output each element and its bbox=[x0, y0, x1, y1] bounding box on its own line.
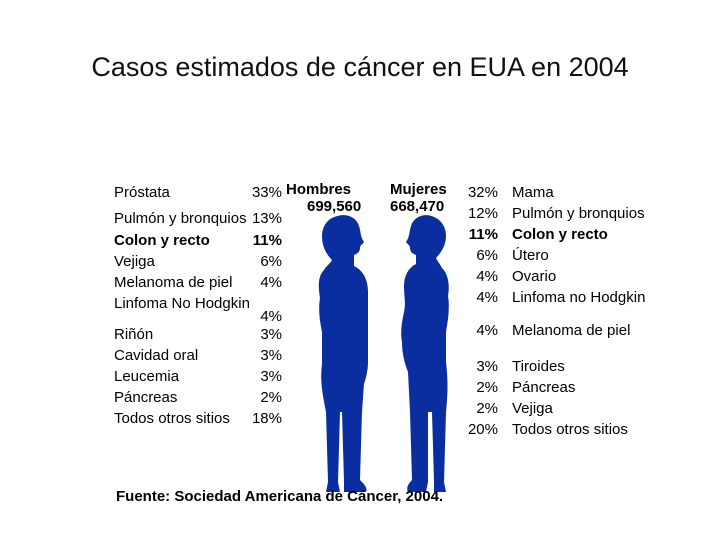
women-row-value: 2% bbox=[476, 400, 498, 417]
women-row-label: Vejiga bbox=[512, 400, 553, 417]
women-row-label: Melanoma de piel bbox=[512, 322, 631, 339]
men-row-label: Vejiga bbox=[114, 253, 155, 270]
women-row-label: Páncreas bbox=[512, 379, 576, 396]
women-row-value: 2% bbox=[476, 379, 498, 396]
men-row-value: 6% bbox=[260, 253, 282, 270]
men-row-value: 4% bbox=[260, 308, 282, 325]
men-row-label: Páncreas bbox=[114, 389, 178, 406]
male-silhouette bbox=[318, 215, 368, 493]
women-row-value: 11% bbox=[468, 226, 498, 243]
men-row-label: Cavidad oral bbox=[114, 347, 199, 364]
women-header-label: Mujeres bbox=[390, 181, 447, 198]
men-total: 699,560 bbox=[307, 198, 362, 215]
men-row-label: Pulmón y bronquios bbox=[114, 210, 247, 227]
men-row-value: 4% bbox=[260, 274, 282, 291]
men-row-label: Melanoma de piel bbox=[114, 274, 233, 291]
women-row-value: 20% bbox=[467, 421, 498, 438]
women-row-label: Pulmón y bronquios bbox=[512, 205, 645, 222]
women-total: 668,470 bbox=[390, 198, 445, 215]
men-header: Hombres 699,560 bbox=[282, 181, 382, 215]
women-header: Mujeres 668,470 bbox=[386, 181, 476, 215]
men-row-value: 3% bbox=[260, 347, 282, 364]
women-row-label: Útero bbox=[512, 247, 549, 264]
men-row-value: 11% bbox=[252, 232, 282, 249]
women-row-label: Tiroides bbox=[512, 358, 565, 375]
female-silhouette bbox=[401, 215, 449, 493]
chart-title: Casos estimados de cáncer en EUA en 2004 bbox=[91, 52, 629, 82]
men-row-value: 33% bbox=[251, 184, 282, 201]
source-note: Fuente: Sociedad Americana de Cáncer, 20… bbox=[116, 488, 444, 505]
women-row-value: 4% bbox=[476, 289, 498, 306]
men-row-label: Linfoma No Hodgkin bbox=[114, 295, 250, 312]
men-row-label: Riñón bbox=[114, 326, 154, 343]
men-row-label: Leucemia bbox=[114, 368, 180, 385]
women-row-label: Colon y recto bbox=[512, 226, 608, 243]
men-row-value: 18% bbox=[251, 410, 282, 427]
male-figure-icon bbox=[318, 215, 368, 493]
women-row-label: Linfoma no Hodgkin bbox=[512, 289, 646, 306]
women-row-value: 4% bbox=[476, 268, 498, 285]
men-row-label: Próstata bbox=[114, 184, 170, 201]
women-row-label: Todos otros sitios bbox=[512, 421, 628, 438]
men-row-value: 3% bbox=[260, 368, 282, 385]
men-row-label: Colon y recto bbox=[114, 232, 210, 249]
female-figure-icon bbox=[401, 215, 449, 493]
men-row-value: 3% bbox=[260, 326, 282, 343]
men-header-label: Hombres bbox=[286, 181, 352, 198]
women-row-value: 4% bbox=[476, 322, 498, 339]
women-row-value: 32% bbox=[467, 184, 498, 201]
men-row-label: Todos otros sitios bbox=[114, 410, 230, 427]
women-row-value: 3% bbox=[476, 358, 498, 375]
women-row-value: 6% bbox=[476, 247, 498, 264]
men-row-value: 13% bbox=[251, 210, 282, 227]
women-row-label: Mama bbox=[512, 184, 554, 201]
women-row-value: 12% bbox=[467, 205, 498, 222]
men-row-value: 2% bbox=[260, 389, 282, 406]
women-row-label: Ovario bbox=[512, 268, 557, 285]
